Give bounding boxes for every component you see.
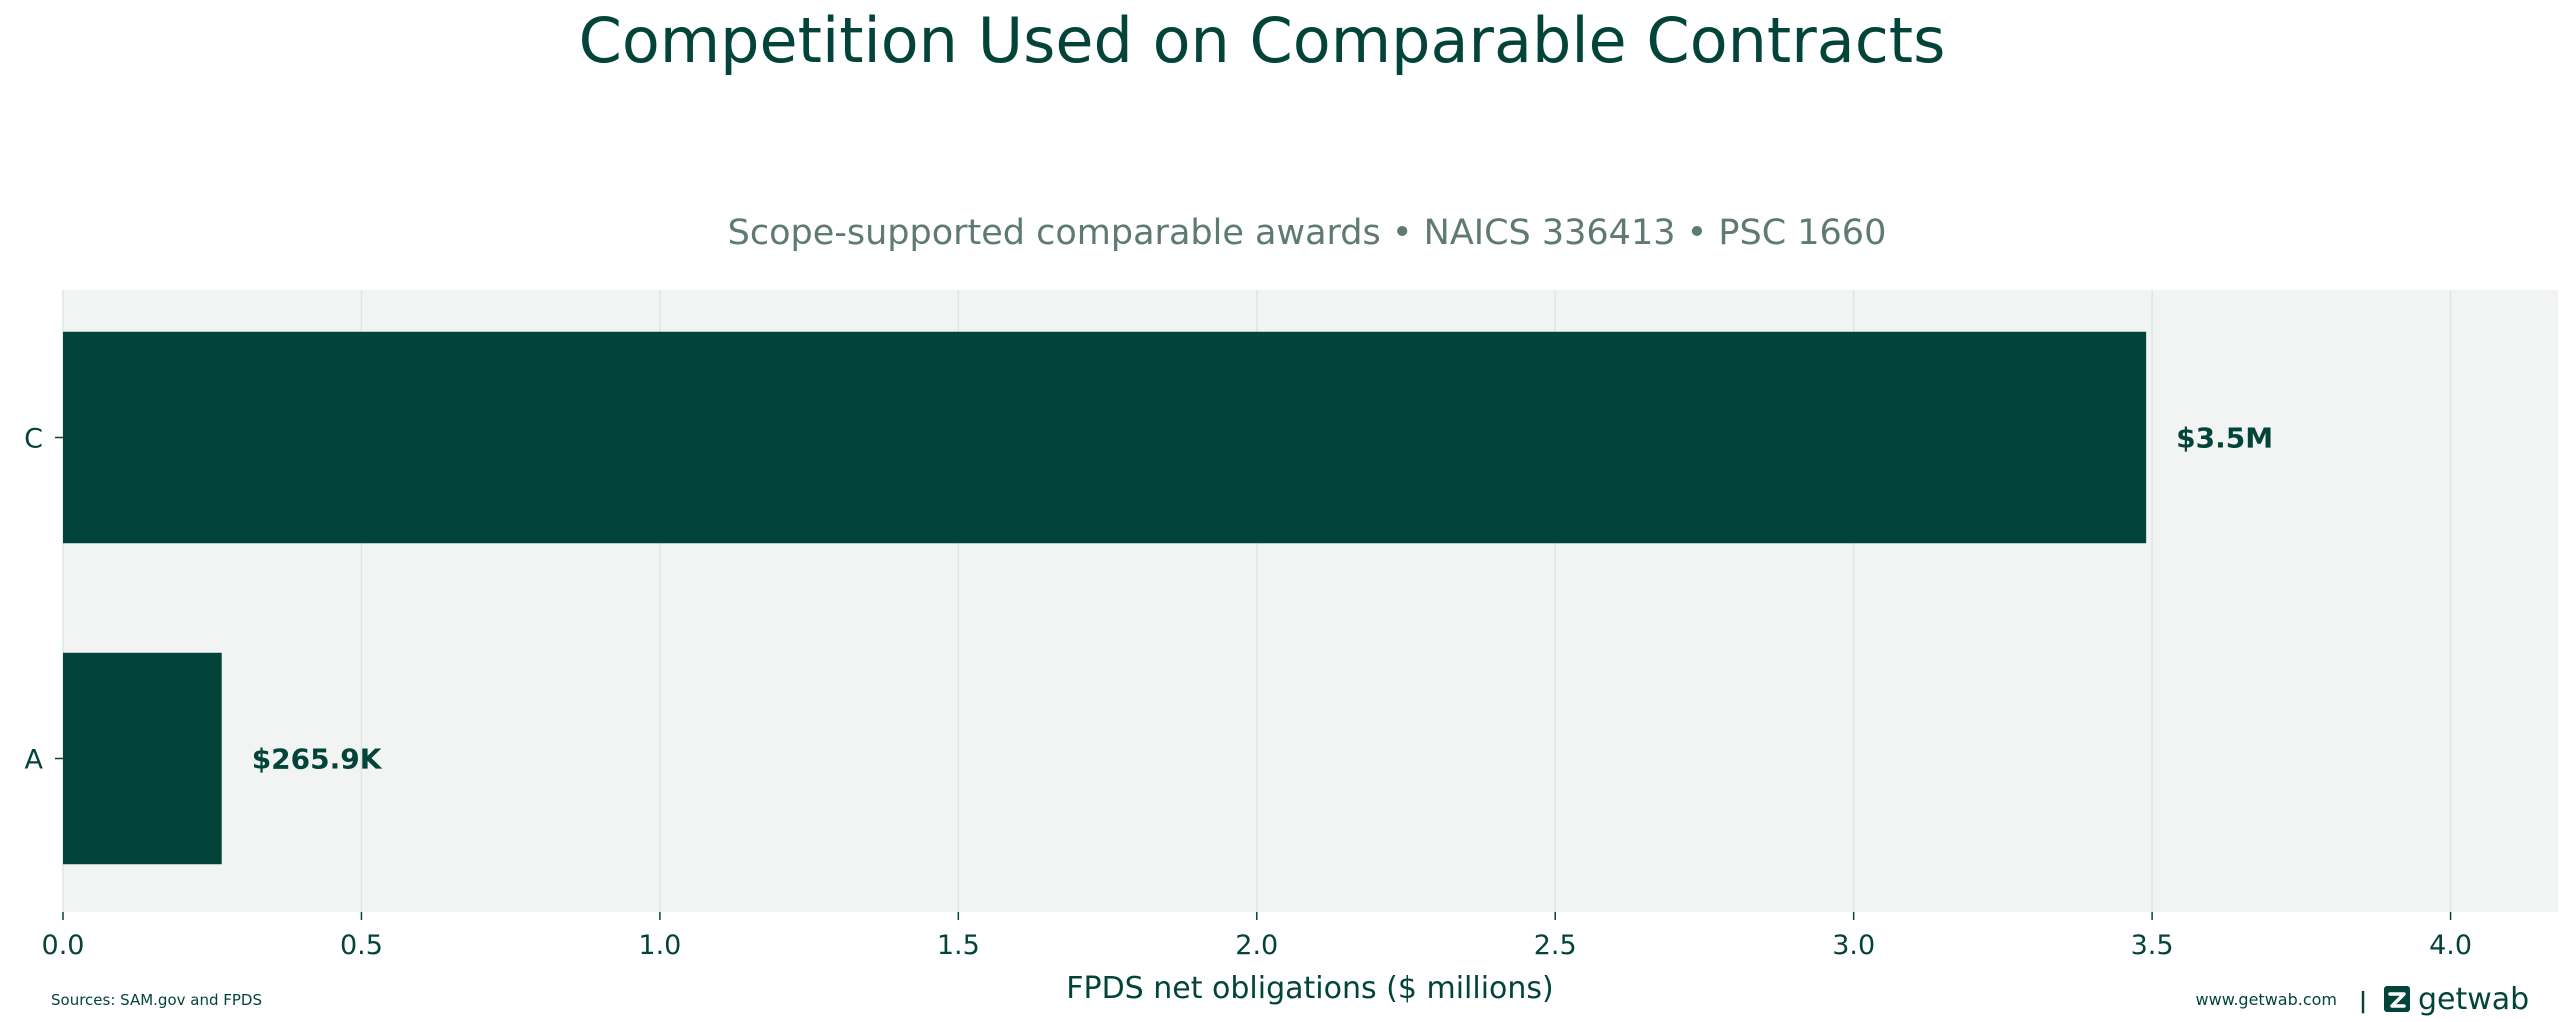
logo-mark-glyph xyxy=(2388,992,2406,1008)
x-tick-label: 2.5 xyxy=(1534,930,1577,961)
x-tick-label: 1.0 xyxy=(638,930,681,961)
data-label-C: $3.5M xyxy=(2176,422,2273,455)
bar-A xyxy=(63,652,222,865)
footer-separator: | xyxy=(2359,989,2367,1014)
x-tick-label: 3.5 xyxy=(2131,930,2174,961)
brand-logo: getwab xyxy=(2384,982,2529,1017)
y-tick-label: C xyxy=(24,424,43,455)
bar-C xyxy=(63,331,2147,544)
y-axis: CA xyxy=(24,424,63,776)
x-tick-label: 4.0 xyxy=(2429,930,2472,961)
brand-wordmark: getwab xyxy=(2418,982,2529,1017)
website-link[interactable]: www.getwab.com xyxy=(2196,990,2337,1009)
chart-subtitle: Scope-supported comparable awards • NAIC… xyxy=(728,213,1887,253)
x-tick-label: 3.0 xyxy=(1832,930,1875,961)
x-axis: 0.0 0.5 1.0 1.5 2.0 2.5 3.0 3.5 4.0 xyxy=(42,912,2472,961)
x-tick-label: 1.5 xyxy=(937,930,980,961)
x-tick-label: 0.0 xyxy=(42,930,85,961)
bars: $3.5M $265.9K xyxy=(63,331,2273,865)
data-label-A: $265.9K xyxy=(252,743,383,776)
sources-note: Sources: SAM.gov and FPDS xyxy=(51,991,262,1009)
chart-title: Competition Used on Comparable Contracts xyxy=(579,4,1946,77)
y-tick-label: A xyxy=(25,745,44,776)
x-tick-label: 2.0 xyxy=(1235,930,1278,961)
x-tick-label: 0.5 xyxy=(340,930,383,961)
x-axis-label: FPDS net obligations ($ millions) xyxy=(1066,971,1554,1006)
